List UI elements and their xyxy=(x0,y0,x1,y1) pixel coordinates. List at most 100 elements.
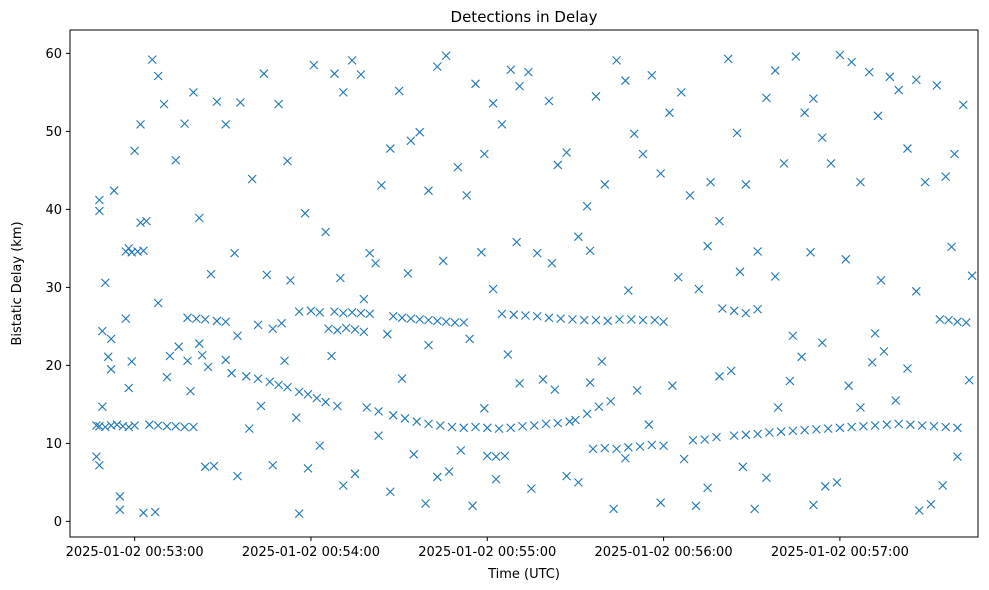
data-point-x-marker xyxy=(468,501,477,511)
data-point-x-marker xyxy=(847,422,857,432)
data-point-x-marker xyxy=(911,75,921,85)
data-point-x-marker xyxy=(503,350,513,359)
data-point-x-marker xyxy=(673,272,683,282)
data-point-x-marker xyxy=(259,69,269,79)
data-point-x-marker xyxy=(515,81,524,91)
data-point-x-marker xyxy=(277,318,286,328)
data-point-x-marker xyxy=(650,315,660,325)
data-point-x-marker xyxy=(953,317,962,327)
data-point-x-marker xyxy=(124,383,134,393)
data-point-x-marker xyxy=(171,155,181,165)
data-point-x-marker xyxy=(338,308,348,318)
data-point-x-marker xyxy=(512,237,522,247)
data-point-x-marker xyxy=(424,340,433,350)
data-point-x-marker xyxy=(532,311,542,321)
data-point-x-marker xyxy=(532,248,542,258)
data-point-x-marker xyxy=(762,93,771,103)
data-point-x-marker xyxy=(524,67,533,77)
data-point-x-marker xyxy=(515,378,524,388)
data-point-x-marker xyxy=(203,362,213,372)
data-point-x-marker xyxy=(779,158,789,168)
data-point-x-marker xyxy=(797,352,807,362)
data-point-x-marker xyxy=(938,481,948,490)
data-point-x-marker xyxy=(415,127,425,137)
y-axis-ticks: 0 10 20 30 40 50 60 xyxy=(45,47,70,530)
data-point-x-marker xyxy=(753,247,763,256)
data-point-x-marker xyxy=(153,421,163,430)
data-point-x-marker xyxy=(142,216,151,226)
data-point-x-marker xyxy=(403,268,413,278)
data-point-x-marker xyxy=(335,273,345,283)
data-point-x-marker xyxy=(835,50,845,60)
data-point-x-marker xyxy=(665,108,674,118)
data-point-x-marker xyxy=(809,500,818,510)
data-point-x-marker xyxy=(253,374,263,384)
data-point-x-marker xyxy=(668,381,677,391)
data-point-x-marker xyxy=(594,402,604,412)
data-point-x-marker xyxy=(459,423,469,433)
data-point-x-marker xyxy=(421,499,430,508)
data-point-x-marker xyxy=(623,286,633,295)
data-point-x-marker xyxy=(629,129,639,139)
data-point-x-marker xyxy=(333,325,342,335)
data-point-x-marker xyxy=(741,180,751,189)
data-point-x-marker xyxy=(150,507,160,517)
data-point-x-marker xyxy=(200,314,210,324)
data-point-x-marker xyxy=(491,452,501,462)
data-point-x-marker xyxy=(347,56,357,65)
data-point-x-marker xyxy=(350,325,360,334)
data-point-x-marker xyxy=(471,422,480,432)
data-point-x-marker xyxy=(262,270,272,280)
data-point-x-marker xyxy=(800,108,810,118)
data-point-x-marker xyxy=(180,422,189,432)
x-tick-label: 2025-01-02 00:57:00 xyxy=(771,545,909,560)
data-point-x-marker xyxy=(371,258,380,268)
data-point-x-marker xyxy=(324,324,333,334)
data-point-x-marker xyxy=(106,364,116,374)
data-point-x-marker xyxy=(459,318,469,327)
data-point-x-marker xyxy=(350,469,360,479)
data-point-x-marker xyxy=(870,421,880,430)
data-point-x-marker xyxy=(488,284,498,294)
data-point-x-marker xyxy=(800,425,810,435)
data-point-x-marker xyxy=(212,316,222,326)
data-point-x-marker xyxy=(330,307,339,316)
data-point-x-marker xyxy=(703,241,713,251)
data-point-x-marker xyxy=(712,432,721,442)
data-point-x-marker xyxy=(600,443,610,453)
data-point-x-marker xyxy=(571,415,580,425)
data-point-x-marker xyxy=(826,158,836,168)
y-axis-label: Bistatic Delay (km) xyxy=(10,221,25,345)
data-point-x-marker xyxy=(312,393,322,403)
data-point-x-marker xyxy=(562,148,571,157)
data-point-x-marker xyxy=(365,309,375,319)
data-point-x-marker xyxy=(500,451,510,461)
y-tick-label: 60 xyxy=(45,47,62,62)
data-point-x-marker xyxy=(894,419,904,429)
data-point-x-marker xyxy=(162,421,172,431)
data-point-x-marker xyxy=(397,313,407,323)
data-point-x-marker xyxy=(456,446,466,455)
data-point-x-marker xyxy=(638,315,648,325)
data-point-x-marker xyxy=(477,247,486,257)
data-point-x-marker xyxy=(256,401,266,411)
data-point-x-marker xyxy=(106,334,116,344)
data-point-x-marker xyxy=(788,331,798,341)
data-point-x-marker xyxy=(94,206,104,216)
data-point-x-marker xyxy=(773,403,783,412)
data-point-x-marker xyxy=(741,430,751,440)
data-point-x-marker xyxy=(130,146,140,156)
data-point-x-marker xyxy=(876,275,886,285)
data-point-x-marker xyxy=(338,481,348,490)
data-point-x-marker xyxy=(189,422,198,432)
data-point-x-marker xyxy=(776,427,786,437)
data-point-x-marker xyxy=(300,208,310,218)
data-point-x-marker xyxy=(139,246,148,256)
data-point-x-marker xyxy=(521,311,530,320)
data-point-x-marker xyxy=(726,366,736,376)
data-point-x-marker xyxy=(647,70,657,80)
data-point-x-marker xyxy=(879,346,889,356)
data-point-x-marker xyxy=(676,88,686,97)
data-point-x-marker xyxy=(562,471,571,481)
data-point-x-marker xyxy=(612,56,621,65)
